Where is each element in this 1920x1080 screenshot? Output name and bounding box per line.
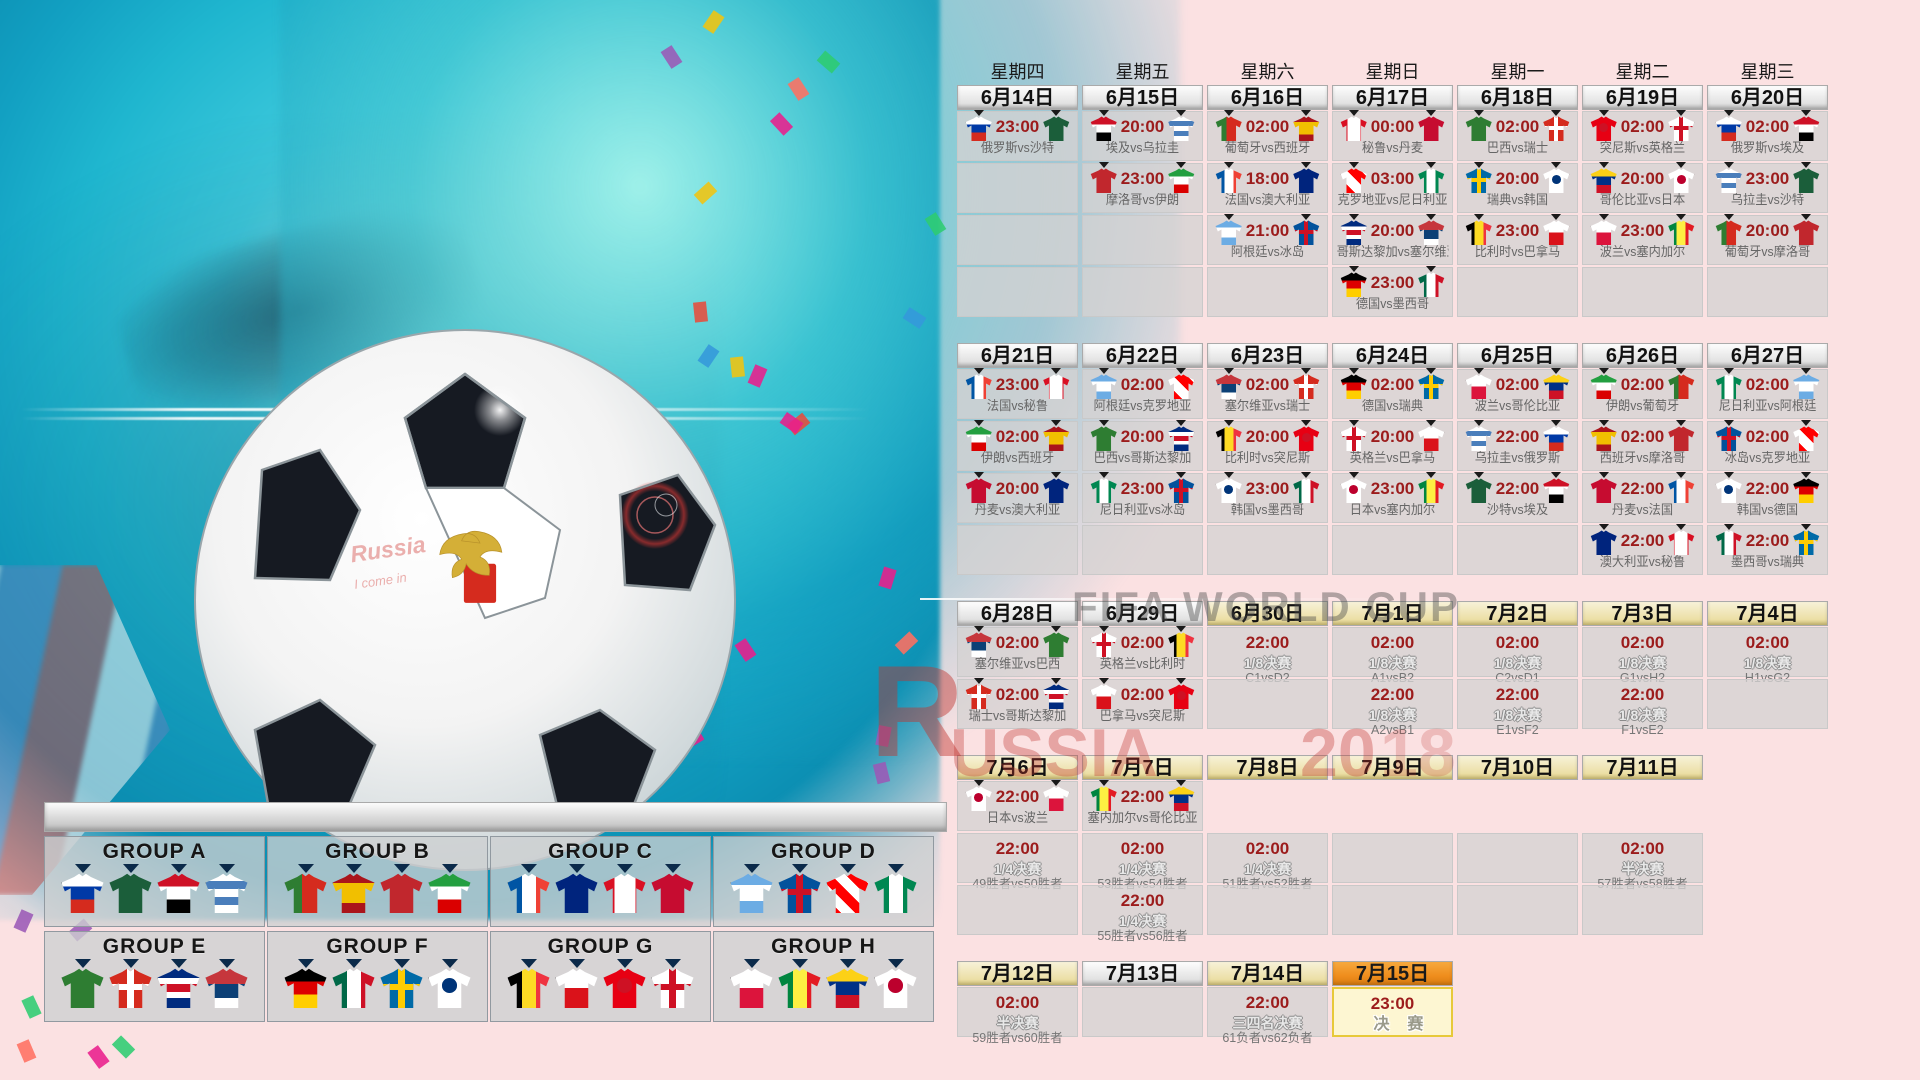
svg-text:18: 18	[1380, 715, 1456, 791]
svg-text:20: 20	[1300, 715, 1376, 791]
svg-text:USSIA: USSIA	[950, 715, 1158, 791]
